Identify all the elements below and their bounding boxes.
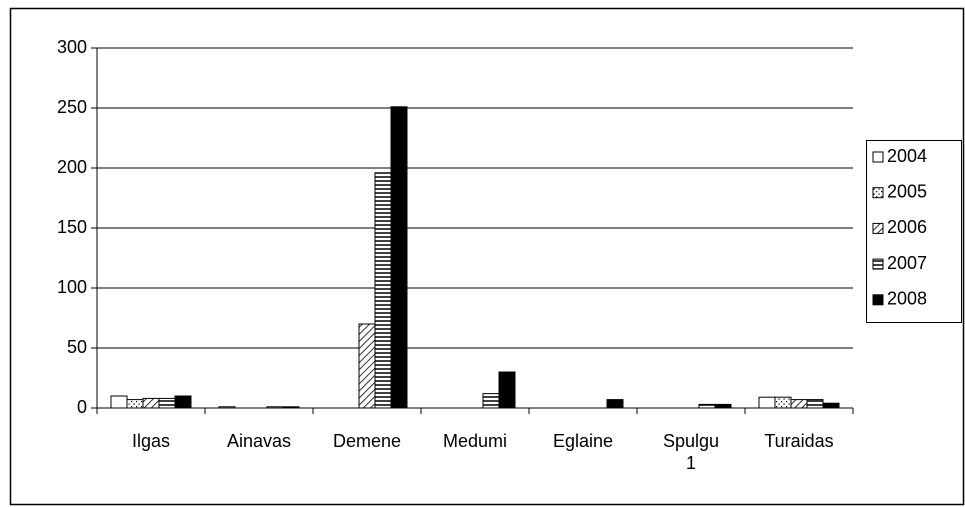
legend-swatch [872,187,884,199]
legend-label: 2004 [887,146,927,166]
bar [498,371,516,409]
y-tick-label: 300 [57,37,87,57]
bar [358,323,376,409]
chart-border [9,7,965,506]
bar [790,399,808,409]
legend-swatch [872,294,884,306]
legend-label: 2007 [887,253,927,273]
bar [110,395,128,409]
bar [174,395,192,409]
bar [698,403,716,409]
bar [758,396,776,409]
x-tick-label: Spulgu 1 [662,431,720,473]
x-tick-label: Medumi [442,431,508,451]
x-tick-label: Ilgas [131,431,171,451]
legend-label: 2006 [887,217,927,237]
legend-label: 2008 [887,289,927,309]
bar [806,399,824,409]
bar [606,399,624,409]
bar [126,399,144,409]
y-tick-label: 250 [57,97,87,117]
y-tick-label: 150 [57,217,87,237]
bar [374,172,392,409]
y-tick-label: 100 [57,277,87,297]
legend-label: 2005 [887,181,927,201]
bar [390,106,408,409]
y-tick-label: 0 [77,397,87,417]
legend-swatch [872,151,884,163]
bar [142,397,160,409]
bar [822,402,840,409]
y-tick-label: 50 [67,337,87,357]
x-tick-label: Ainavas [226,431,292,451]
bar [714,403,732,409]
bar [158,397,176,409]
x-tick-label: Turaidas [764,431,834,451]
bar [774,396,792,409]
x-tick-label: Eglaine [552,431,614,451]
legend-swatch [872,222,884,234]
x-tick-label: Demene [332,431,402,451]
legend-swatch [872,258,884,270]
bar [482,393,500,409]
y-tick-label: 200 [57,157,87,177]
